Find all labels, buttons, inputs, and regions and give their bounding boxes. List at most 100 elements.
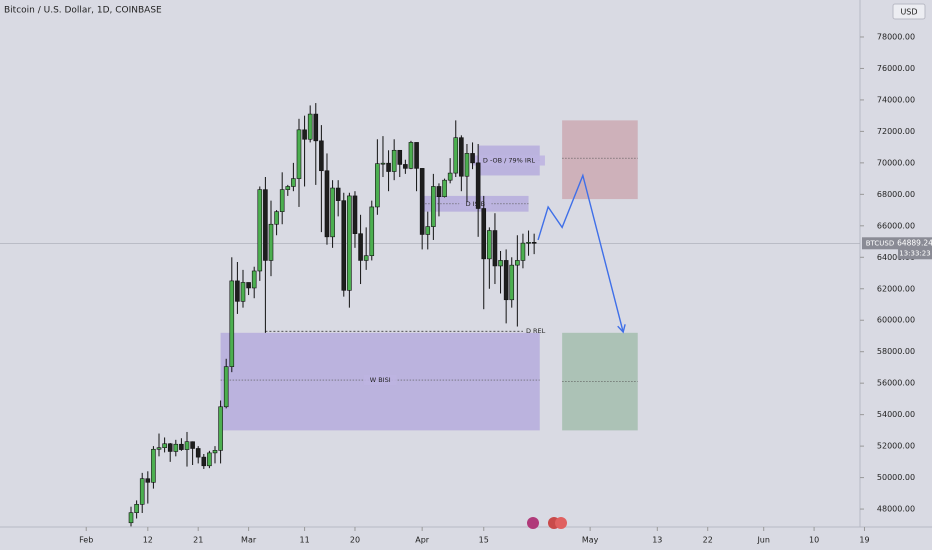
x-tick-label: 15	[479, 536, 489, 545]
candle-body	[492, 230, 498, 267]
candle-body	[403, 164, 408, 169]
candle-body	[475, 162, 481, 209]
candle-body	[223, 366, 229, 408]
y-tick-label: 74000.00	[877, 95, 915, 104]
candle-body	[442, 179, 447, 198]
candle-body	[436, 186, 442, 198]
event-icon[interactable]	[555, 517, 567, 529]
candle-body	[330, 187, 335, 238]
candle-body	[145, 478, 151, 483]
candle-body	[285, 186, 291, 190]
y-tick-label: 52000.00	[877, 442, 915, 451]
candle-body	[173, 443, 179, 452]
candle-body	[531, 242, 537, 244]
x-tick-label: Feb	[79, 536, 93, 545]
candle-body	[139, 478, 145, 505]
candle-body	[179, 443, 184, 450]
currency-button[interactable]	[892, 3, 926, 20]
candles	[128, 103, 537, 527]
candle-body	[414, 142, 419, 169]
candle-body	[408, 142, 414, 169]
x-tick-label: 11	[299, 536, 309, 545]
candle-body	[352, 195, 358, 234]
candle-body	[263, 189, 268, 261]
y-tick-label: 62000.00	[877, 284, 915, 293]
y-tick-label: 54000.00	[877, 410, 915, 419]
candle-body	[515, 260, 520, 266]
candle-body	[128, 512, 134, 524]
candle-body	[375, 163, 380, 208]
candle-body	[503, 260, 509, 301]
x-tick-label: Jun	[756, 536, 770, 545]
x-tick-label: 21	[193, 536, 203, 545]
x-tick-label: 12	[143, 536, 153, 545]
candle-body	[162, 443, 167, 448]
candle-body	[184, 441, 190, 450]
candle-body	[487, 230, 492, 260]
y-tick-label: 56000.00	[877, 379, 915, 388]
zone-label-bg	[363, 375, 397, 386]
events	[527, 517, 567, 529]
currency-label: USD	[900, 8, 917, 17]
projection-path	[537, 173, 624, 333]
level-label: D REL	[526, 327, 546, 335]
x-tick-label: 19	[859, 536, 869, 545]
y-tick-label: 64000.00	[877, 253, 915, 262]
y-tick-label: 58000.00	[877, 347, 915, 356]
candle-body	[134, 504, 139, 513]
candle-body	[240, 282, 246, 302]
projection-arrowhead	[617, 324, 626, 334]
candle-body	[313, 113, 319, 142]
last-price-label: 64889.24	[897, 238, 932, 247]
candle-body	[195, 448, 201, 458]
x-tick-label: Mar	[241, 536, 257, 545]
zone-label: D -OB / 79% IRL	[483, 157, 535, 165]
candle-body	[251, 270, 257, 289]
candle-body	[509, 264, 515, 301]
candle-body	[447, 172, 453, 181]
candle-body	[397, 149, 403, 165]
y-tick-label: 72000.00	[877, 127, 915, 136]
event-icon[interactable]	[527, 517, 539, 529]
candle-body	[218, 406, 223, 451]
candle-body	[201, 456, 207, 467]
x-tick-label: May	[582, 536, 599, 545]
candle-body	[229, 280, 235, 367]
y-tick-label: 76000.00	[877, 64, 915, 73]
candle-body	[156, 447, 162, 450]
candle-body	[212, 450, 218, 454]
candle-body	[526, 242, 531, 244]
zone-label: D ISIB	[466, 200, 486, 208]
candle-body	[257, 189, 263, 272]
candle-body	[391, 149, 397, 172]
candle-body	[470, 153, 475, 164]
candle-body	[520, 242, 526, 261]
candle-body	[464, 153, 470, 177]
candle-body	[341, 200, 347, 291]
candle-body	[296, 129, 302, 179]
symbol-tag	[862, 237, 898, 250]
candle-body	[291, 178, 296, 187]
y-tick-label: 50000.00	[877, 473, 915, 482]
candle-body	[235, 280, 240, 302]
candle-body	[274, 211, 279, 225]
zone-label-bg	[459, 198, 492, 209]
symbol-label: BTCUSD	[866, 239, 895, 247]
y-tick-label: 68000.00	[877, 190, 915, 199]
candle-body	[481, 208, 487, 260]
candle-body	[151, 448, 156, 483]
candle-body	[386, 162, 391, 172]
candle-body	[307, 113, 313, 140]
candle-body	[453, 137, 459, 174]
zones: W BISI D -OB / 79% IRL D ISIB	[220, 120, 638, 431]
candle-body	[167, 443, 173, 452]
y-tick-label: 66000.00	[877, 221, 915, 230]
candle-body	[425, 226, 431, 235]
candle-body	[419, 168, 425, 235]
y-tick-label: 48000.00	[877, 505, 915, 514]
x-tick-label: Apr	[415, 536, 430, 545]
x-tick-label: 20	[350, 536, 360, 545]
